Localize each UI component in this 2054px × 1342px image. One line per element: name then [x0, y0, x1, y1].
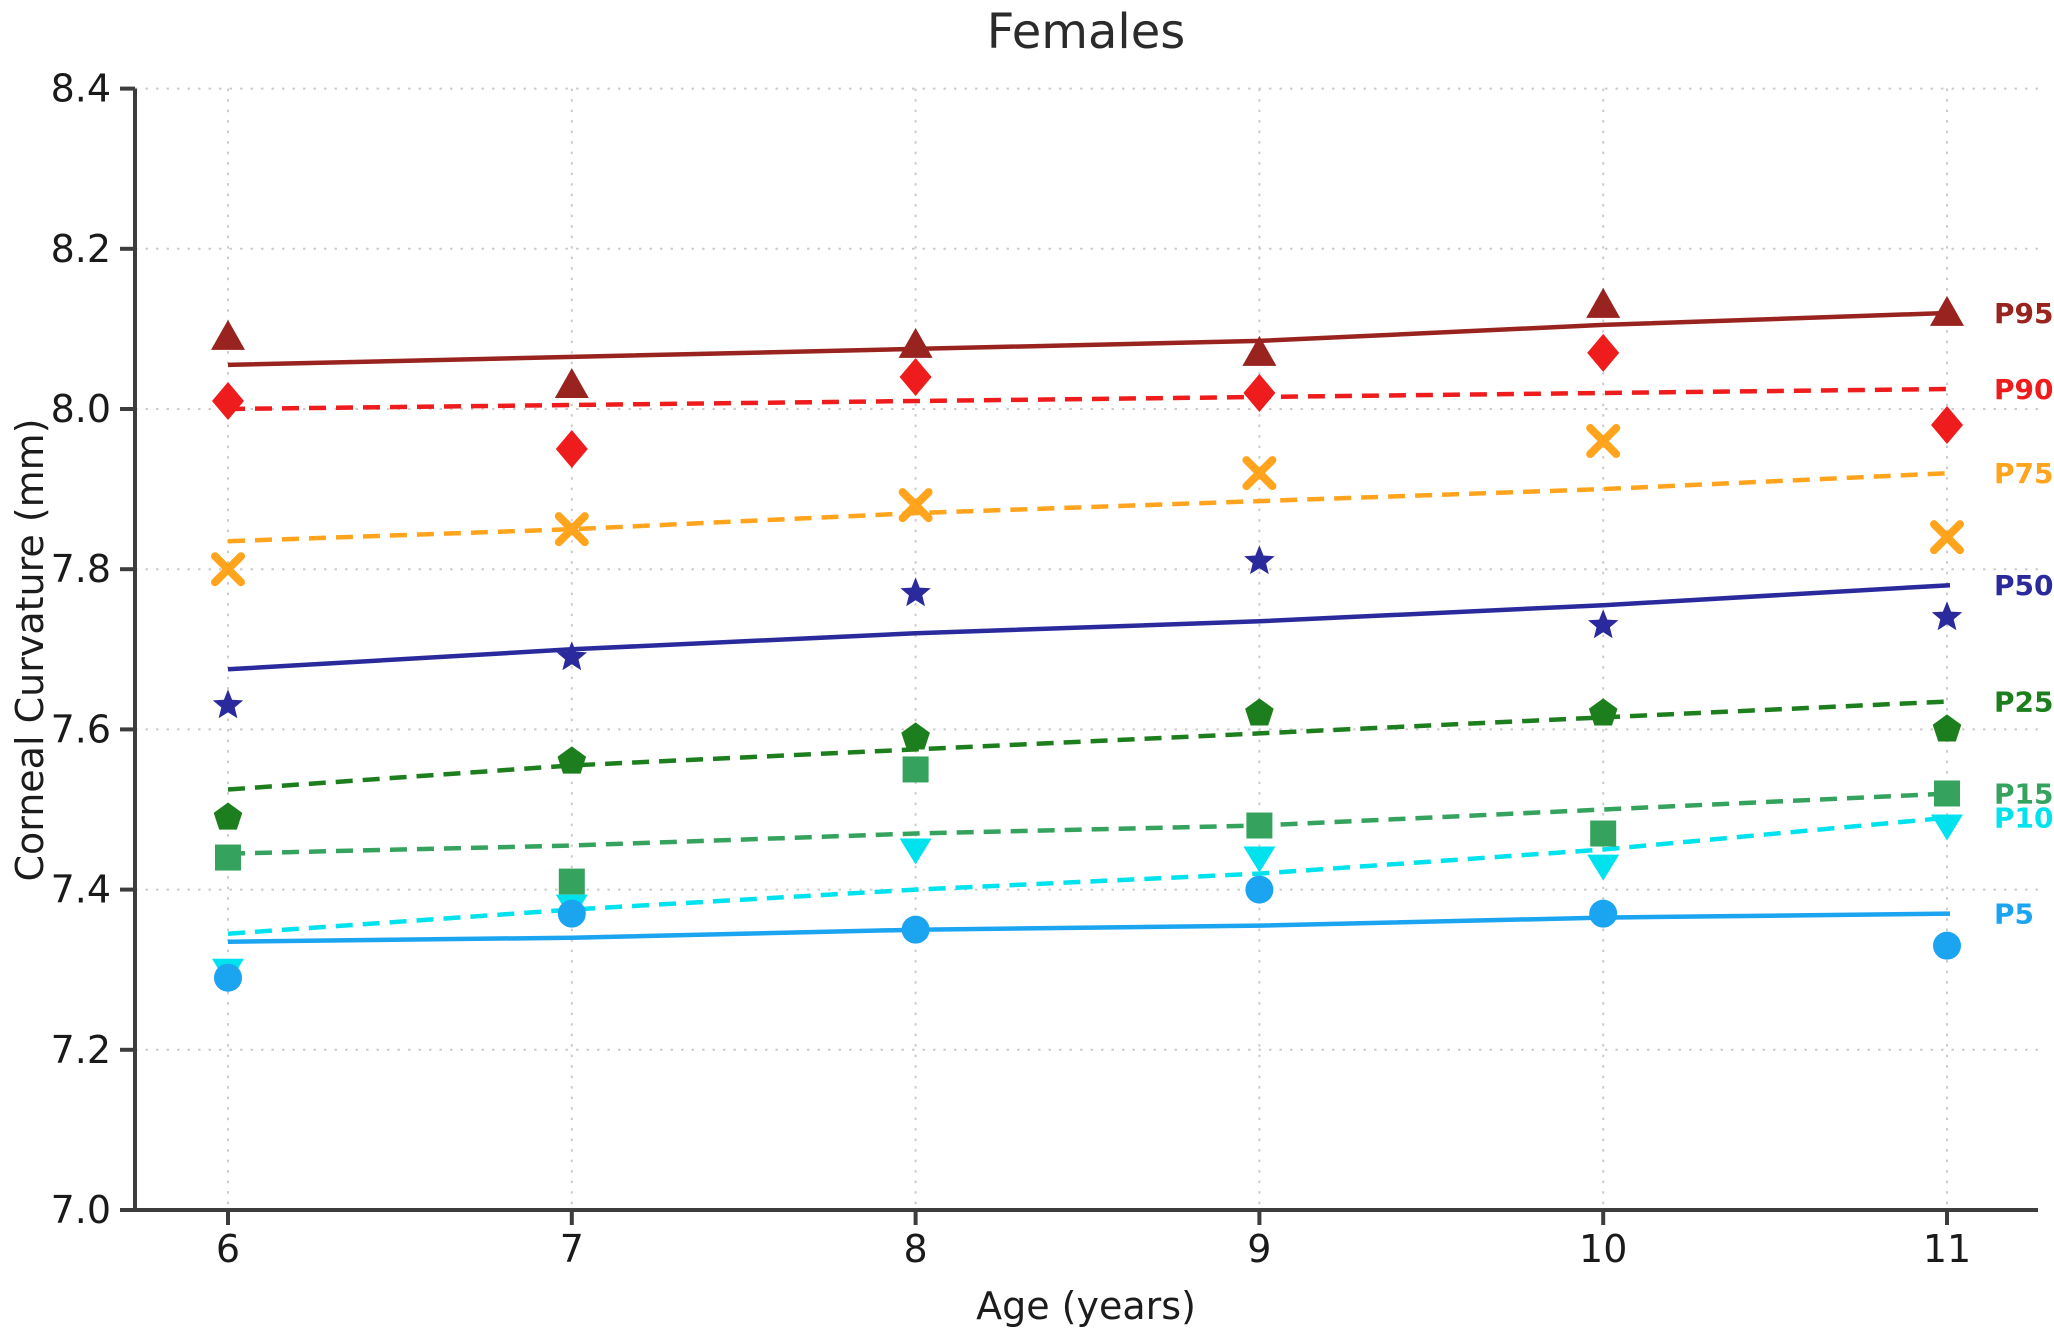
data-point-diamond-icon [1243, 373, 1276, 412]
data-point-square-icon [1590, 820, 1617, 847]
y-tick-label: 7.0 [51, 1188, 111, 1232]
y-tick-label: 8.0 [51, 387, 111, 431]
data-point-circle-icon [557, 899, 586, 928]
data-point-triangle-up-icon [898, 327, 933, 358]
x-tick-label: 11 [1923, 1227, 1971, 1271]
series-line-P25 [227, 699, 1951, 792]
data-point-pentagon-icon [1245, 698, 1274, 726]
data-point-triangle-down-icon [1587, 854, 1620, 881]
data-point-x-icon [1930, 520, 1964, 555]
series-line-P95 [227, 310, 1951, 368]
data-point-square-icon [215, 844, 241, 871]
y-tick-label: 7.4 [51, 868, 111, 912]
data-point-square-icon [902, 756, 929, 783]
data-point-star-icon [556, 641, 587, 671]
data-point-star-icon [1588, 609, 1619, 639]
x-tick-label: 9 [1247, 1227, 1271, 1271]
series-line-P5 [227, 911, 1951, 944]
y-tick-label: 8.2 [51, 227, 111, 271]
series-label-P25: P25 [1994, 685, 2054, 718]
data-point-diamond-icon [212, 381, 244, 420]
data-point-diamond-icon [899, 357, 932, 396]
x-tick-label: 10 [1579, 1227, 1627, 1271]
data-point-diamond-icon [1587, 333, 1620, 372]
data-point-x-icon [1242, 456, 1277, 491]
chart-title: Females [986, 4, 1186, 60]
series-label-P5: P5 [1994, 898, 2034, 931]
series-label-P15: P15 [1994, 777, 2054, 810]
series-line-P50 [227, 582, 1951, 672]
data-point-triangle-up-icon [1242, 335, 1277, 366]
y-tick-label: 7.2 [51, 1028, 111, 1072]
y-tick-label: 8.4 [51, 67, 111, 111]
data-point-pentagon-icon [901, 722, 930, 750]
data-point-triangle-up-icon [1930, 295, 1964, 326]
data-point-star-icon [1931, 601, 1963, 631]
data-point-diamond-icon [1931, 406, 1963, 445]
data-point-star-icon [900, 577, 931, 607]
data-point-x-icon [554, 512, 589, 547]
data-point-triangle-up-icon [211, 319, 245, 350]
x-tick-label: 6 [216, 1227, 240, 1271]
data-point-circle-icon [1245, 875, 1274, 904]
series-line-P75 [227, 470, 1951, 544]
x-tick-label: 7 [560, 1227, 584, 1271]
series-line-P15 [227, 791, 1951, 856]
series-label-P95: P95 [1994, 297, 2054, 330]
series-label-P75: P75 [1994, 457, 2054, 490]
data-point-triangle-up-icon [554, 367, 589, 398]
data-point-triangle-down-icon [1243, 846, 1276, 873]
series-label-P90: P90 [1994, 373, 2054, 406]
data-point-circle-icon [901, 915, 930, 944]
data-point-triangle-down-icon [899, 838, 932, 865]
data-point-circle-icon [214, 963, 242, 992]
data-point-pentagon-icon [557, 746, 587, 774]
data-point-star-icon [212, 689, 244, 719]
data-point-x-icon [1586, 424, 1621, 459]
data-point-pentagon-icon [1588, 698, 1618, 726]
data-point-square-icon [1246, 812, 1273, 839]
data-point-x-icon [898, 488, 933, 523]
data-point-diamond-icon [555, 430, 588, 469]
data-point-triangle-up-icon [1586, 287, 1621, 318]
series-label-P50: P50 [1994, 569, 2054, 602]
y-tick-label: 7.8 [51, 547, 111, 591]
series-label-P10: P10 [1994, 802, 2054, 835]
y-tick-label: 7.6 [51, 707, 111, 751]
data-point-star-icon [1244, 545, 1275, 575]
data-point-circle-icon [1933, 931, 1961, 960]
data-point-x-icon [211, 552, 245, 587]
x-tick-label: 8 [904, 1227, 928, 1271]
series-line-P90 [227, 386, 1951, 412]
data-point-square-icon [558, 868, 585, 895]
data-point-circle-icon [1589, 899, 1618, 928]
x-axis-label: Age (years) [976, 1284, 1196, 1328]
series-line-P10 [227, 815, 1951, 936]
data-point-triangle-down-icon [1931, 814, 1963, 841]
data-point-square-icon [1934, 780, 1960, 807]
data-point-pentagon-icon [1932, 714, 1962, 742]
data-point-pentagon-icon [213, 802, 243, 830]
